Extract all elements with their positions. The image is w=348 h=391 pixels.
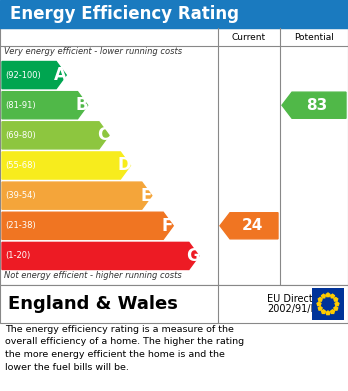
Polygon shape xyxy=(220,213,278,239)
Text: The energy efficiency rating is a measure of the
overall efficiency of a home. T: The energy efficiency rating is a measur… xyxy=(5,325,244,371)
Polygon shape xyxy=(2,242,199,269)
Text: England & Wales: England & Wales xyxy=(8,295,178,313)
Bar xyxy=(312,288,344,320)
Text: Not energy efficient - higher running costs: Not energy efficient - higher running co… xyxy=(4,271,182,280)
Text: 83: 83 xyxy=(306,98,327,113)
Polygon shape xyxy=(2,122,109,149)
Text: (92-100): (92-100) xyxy=(5,70,41,80)
Text: F: F xyxy=(161,217,173,235)
Polygon shape xyxy=(2,91,88,119)
Polygon shape xyxy=(2,182,152,209)
Text: EU Directive: EU Directive xyxy=(267,294,328,304)
Text: G: G xyxy=(186,247,200,265)
Bar xyxy=(0,285,348,323)
Text: A: A xyxy=(54,66,66,84)
Text: Energy Efficiency Rating: Energy Efficiency Rating xyxy=(10,5,239,23)
Text: (21-38): (21-38) xyxy=(5,221,36,230)
Bar xyxy=(0,28,348,285)
Text: E: E xyxy=(140,187,151,204)
Polygon shape xyxy=(2,152,130,179)
Text: Potential: Potential xyxy=(294,32,334,41)
Text: 24: 24 xyxy=(241,218,263,233)
Text: C: C xyxy=(97,126,109,144)
Text: (69-80): (69-80) xyxy=(5,131,36,140)
Text: B: B xyxy=(75,96,88,114)
Text: (39-54): (39-54) xyxy=(5,191,35,200)
Polygon shape xyxy=(282,92,346,118)
Text: 2002/91/EC: 2002/91/EC xyxy=(267,304,324,314)
Text: (1-20): (1-20) xyxy=(5,251,30,260)
Text: (81-91): (81-91) xyxy=(5,101,35,110)
Polygon shape xyxy=(2,61,66,89)
Polygon shape xyxy=(2,212,173,239)
Text: (55-68): (55-68) xyxy=(5,161,36,170)
Text: D: D xyxy=(118,156,131,174)
Text: Current: Current xyxy=(232,32,266,41)
Text: Very energy efficient - lower running costs: Very energy efficient - lower running co… xyxy=(4,47,182,56)
Bar xyxy=(0,0,348,28)
